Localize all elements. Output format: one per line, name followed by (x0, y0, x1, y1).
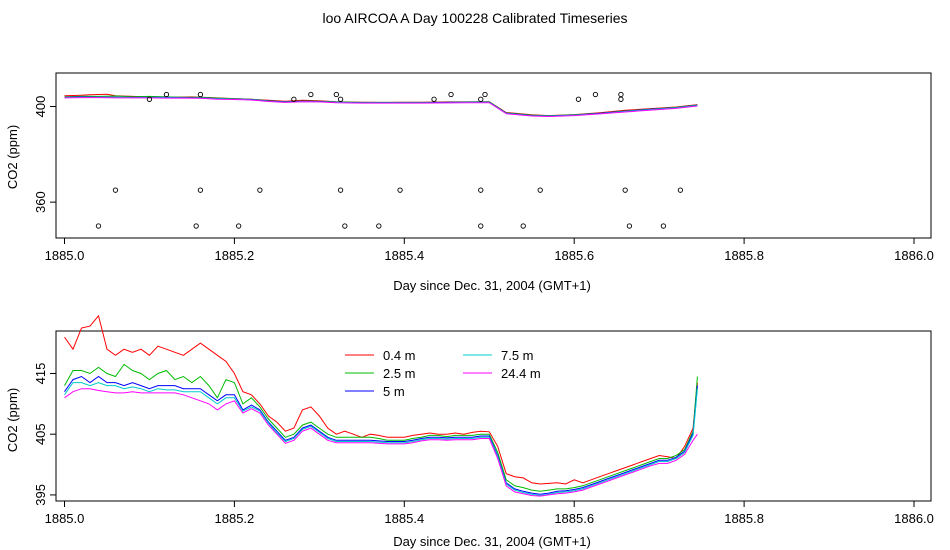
series-line-1 (64, 363, 698, 492)
legend-label: 0.4 m (383, 348, 416, 363)
x-tick-label: 1885.0 (45, 511, 85, 526)
data-point (163, 91, 170, 98)
data-point (622, 187, 628, 193)
legend-label: 7.5 m (501, 348, 534, 363)
data-point (235, 223, 242, 229)
series-line-2 (64, 375, 698, 495)
data-point (257, 187, 263, 193)
x-tick-label: 1885.0 (45, 248, 85, 263)
series-line-4 (64, 97, 698, 118)
data-point (660, 223, 667, 229)
y-tick-label: 415 (33, 363, 48, 385)
x-tick-label: 1885.8 (724, 248, 764, 263)
data-point (618, 91, 624, 98)
x-tick-label: 1886.0 (894, 511, 934, 526)
x-tick-label: 1885.6 (554, 511, 594, 526)
x-tick-label: 1885.2 (215, 248, 255, 263)
data-point (342, 223, 348, 229)
x-tick-label: 1885.4 (384, 511, 424, 526)
data-point (448, 91, 454, 98)
y-tick-label: 395 (33, 484, 48, 506)
data-point (478, 96, 484, 102)
data-point (592, 91, 599, 98)
legend-label: 24.4 m (501, 366, 541, 381)
data-point (291, 96, 297, 102)
top-y-axis-label: CO2 (ppm) (5, 125, 20, 189)
data-point (537, 187, 543, 193)
legend-label: 5 m (383, 384, 405, 399)
bottom-y-axis-label: CO2 (ppm) (5, 388, 20, 452)
data-point (482, 91, 488, 98)
data-point (112, 187, 119, 193)
data-point (478, 223, 484, 229)
chart-title: loo AIRCOA A Day 100228 Calibrated Times… (322, 10, 628, 26)
data-point (95, 223, 102, 229)
x-tick-label: 1885.4 (384, 248, 424, 263)
data-point (376, 223, 382, 229)
legend: 0.4 m 2.5 m 5 m 7.5 m 24.4 m (345, 348, 541, 399)
data-point (431, 96, 437, 102)
data-point (626, 223, 633, 229)
series-line-4 (64, 388, 698, 497)
data-point (337, 96, 344, 102)
top-x-axis-label: Day since Dec. 31, 2004 (GMT+1) (393, 278, 591, 293)
data-point (397, 187, 403, 193)
x-tick-label: 1885.6 (554, 248, 594, 263)
data-point (197, 91, 204, 98)
legend-label: 2.5 m (383, 366, 416, 381)
series-line-3 (64, 382, 698, 497)
x-tick-label: 1885.8 (724, 511, 764, 526)
data-point (677, 187, 684, 193)
top-panel: Day since Dec. 31, 2004 (GMT+1) CO2 (ppm… (5, 72, 934, 293)
data-point (618, 96, 624, 102)
bottom-plot-frame (55, 330, 932, 502)
data-point (520, 223, 526, 229)
data-point (197, 187, 204, 193)
bottom-x-axis-label: Day since Dec. 31, 2004 (GMT+1) (393, 534, 591, 549)
y-tick-label: 360 (33, 191, 48, 213)
data-point (308, 91, 314, 98)
series-line-0 (64, 314, 698, 485)
bottom-panel: Day since Dec. 31, 2004 (GMT+1) CO2 (ppm… (5, 314, 934, 549)
data-point (146, 96, 153, 102)
data-point (478, 187, 484, 193)
y-tick-label: 405 (33, 423, 48, 445)
x-tick-label: 1885.2 (215, 511, 255, 526)
top-plot-frame (55, 72, 932, 239)
data-point (333, 91, 339, 98)
x-tick-label: 1886.0 (894, 248, 934, 263)
y-tick-label: 400 (33, 96, 48, 118)
data-point (575, 96, 582, 102)
data-point (337, 187, 344, 193)
data-point (193, 223, 199, 229)
